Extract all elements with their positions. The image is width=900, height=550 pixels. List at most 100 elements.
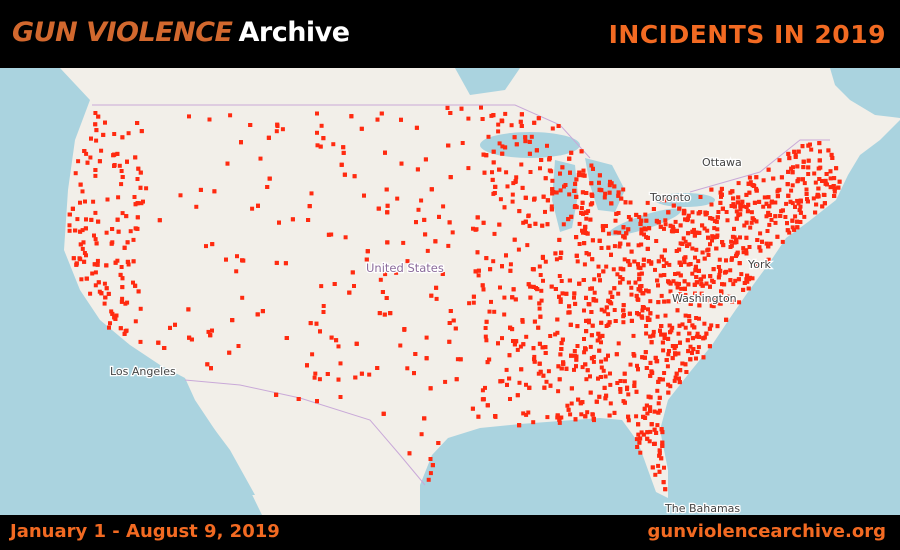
- incident-marker: [788, 199, 793, 204]
- incident-marker: [559, 250, 564, 255]
- incident-marker: [735, 200, 740, 205]
- incident-marker: [115, 217, 120, 222]
- incident-marker: [601, 368, 606, 373]
- incident-marker: [101, 132, 106, 137]
- incident-marker: [660, 430, 665, 435]
- incident-marker: [771, 176, 776, 181]
- incident-marker: [683, 239, 688, 244]
- incident-marker: [428, 386, 433, 391]
- incident-marker: [336, 377, 341, 382]
- incident-marker: [437, 214, 441, 219]
- incident-marker: [509, 123, 514, 128]
- incident-marker: [668, 289, 673, 294]
- incident-marker: [559, 347, 564, 351]
- incident-marker: [416, 207, 421, 212]
- incident-marker: [706, 235, 710, 240]
- incident-marker: [744, 277, 749, 282]
- incident-marker: [250, 206, 255, 211]
- incident-marker: [375, 117, 380, 122]
- incident-marker: [666, 299, 671, 304]
- incident-marker: [352, 174, 357, 179]
- incident-marker: [448, 111, 453, 115]
- incident-marker: [626, 392, 631, 397]
- incident-marker: [639, 430, 644, 435]
- incident-map[interactable]: Ottawa Toronto United States York Washin…: [0, 68, 900, 515]
- incident-marker: [648, 429, 653, 434]
- incident-marker: [544, 379, 549, 384]
- incident-marker: [565, 403, 570, 408]
- incident-marker: [491, 160, 496, 165]
- incident-marker: [321, 310, 326, 314]
- incident-marker: [521, 411, 526, 416]
- incident-marker: [752, 183, 757, 188]
- incident-marker: [626, 215, 631, 219]
- incident-marker: [737, 261, 742, 266]
- incident-marker: [497, 141, 502, 146]
- incident-marker: [600, 333, 605, 338]
- incident-marker: [557, 377, 562, 382]
- incident-marker: [662, 371, 667, 375]
- incident-marker: [666, 336, 671, 341]
- incident-marker: [93, 283, 98, 288]
- incident-marker: [796, 201, 801, 206]
- incident-marker: [138, 339, 143, 344]
- incident-marker: [210, 242, 215, 247]
- incident-marker: [588, 390, 593, 395]
- incident-marker: [586, 318, 591, 323]
- incident-marker: [475, 215, 480, 220]
- incident-marker: [543, 259, 548, 264]
- incident-marker: [656, 283, 660, 288]
- incident-marker: [71, 256, 76, 261]
- incident-marker: [471, 300, 476, 305]
- incident-marker: [424, 335, 429, 340]
- incident-marker: [492, 309, 497, 314]
- incident-marker: [491, 259, 496, 264]
- incident-marker: [608, 371, 612, 376]
- incident-marker: [359, 371, 364, 376]
- incident-marker: [809, 147, 814, 152]
- incident-marker: [687, 314, 692, 319]
- incident-marker: [537, 301, 542, 306]
- incident-marker: [572, 295, 576, 300]
- incident-marker: [594, 298, 599, 303]
- incident-marker: [113, 260, 118, 265]
- incident-marker: [583, 228, 588, 233]
- incident-marker: [612, 308, 617, 312]
- website-link[interactable]: gunviolencearchive.org: [647, 521, 886, 542]
- incident-marker: [716, 265, 721, 269]
- incident-marker: [490, 170, 494, 175]
- incident-marker: [677, 281, 681, 286]
- incident-marker: [313, 371, 318, 376]
- incident-marker: [746, 286, 751, 291]
- incident-marker: [119, 169, 124, 173]
- incident-marker: [428, 457, 433, 461]
- incident-marker: [736, 195, 741, 200]
- incident-marker: [660, 440, 665, 445]
- incident-marker: [654, 359, 659, 364]
- incident-marker: [103, 120, 107, 125]
- incident-marker: [585, 410, 590, 415]
- incident-marker: [671, 227, 676, 232]
- incident-marker: [695, 331, 700, 336]
- incident-marker: [94, 241, 99, 246]
- incident-marker: [648, 311, 653, 316]
- incident-marker: [606, 245, 611, 250]
- incident-marker: [618, 387, 623, 391]
- incident-marker: [729, 239, 734, 244]
- incident-marker: [82, 251, 87, 255]
- incident-marker: [637, 272, 642, 277]
- incident-marker: [654, 430, 659, 435]
- incident-marker: [621, 320, 626, 325]
- incident-marker: [766, 244, 771, 249]
- incident-marker: [319, 284, 324, 289]
- incident-marker: [676, 271, 681, 276]
- incident-marker: [608, 290, 613, 295]
- incident-marker: [557, 274, 562, 278]
- incident-marker: [608, 179, 612, 184]
- incident-marker: [234, 269, 239, 274]
- incident-marker: [481, 397, 486, 402]
- incident-marker: [103, 295, 108, 300]
- incident-marker: [93, 173, 98, 178]
- incident-marker: [573, 417, 578, 422]
- incident-marker: [581, 173, 586, 178]
